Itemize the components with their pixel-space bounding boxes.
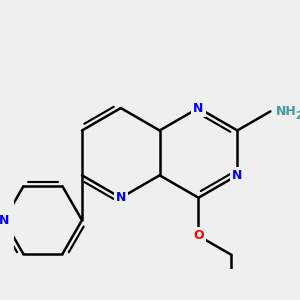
Text: N: N bbox=[232, 169, 242, 182]
Text: 2: 2 bbox=[295, 111, 300, 121]
Text: N: N bbox=[193, 102, 204, 115]
Text: N: N bbox=[116, 191, 126, 204]
Text: O: O bbox=[193, 230, 204, 242]
Text: NH: NH bbox=[276, 105, 297, 118]
Text: N: N bbox=[0, 214, 9, 227]
